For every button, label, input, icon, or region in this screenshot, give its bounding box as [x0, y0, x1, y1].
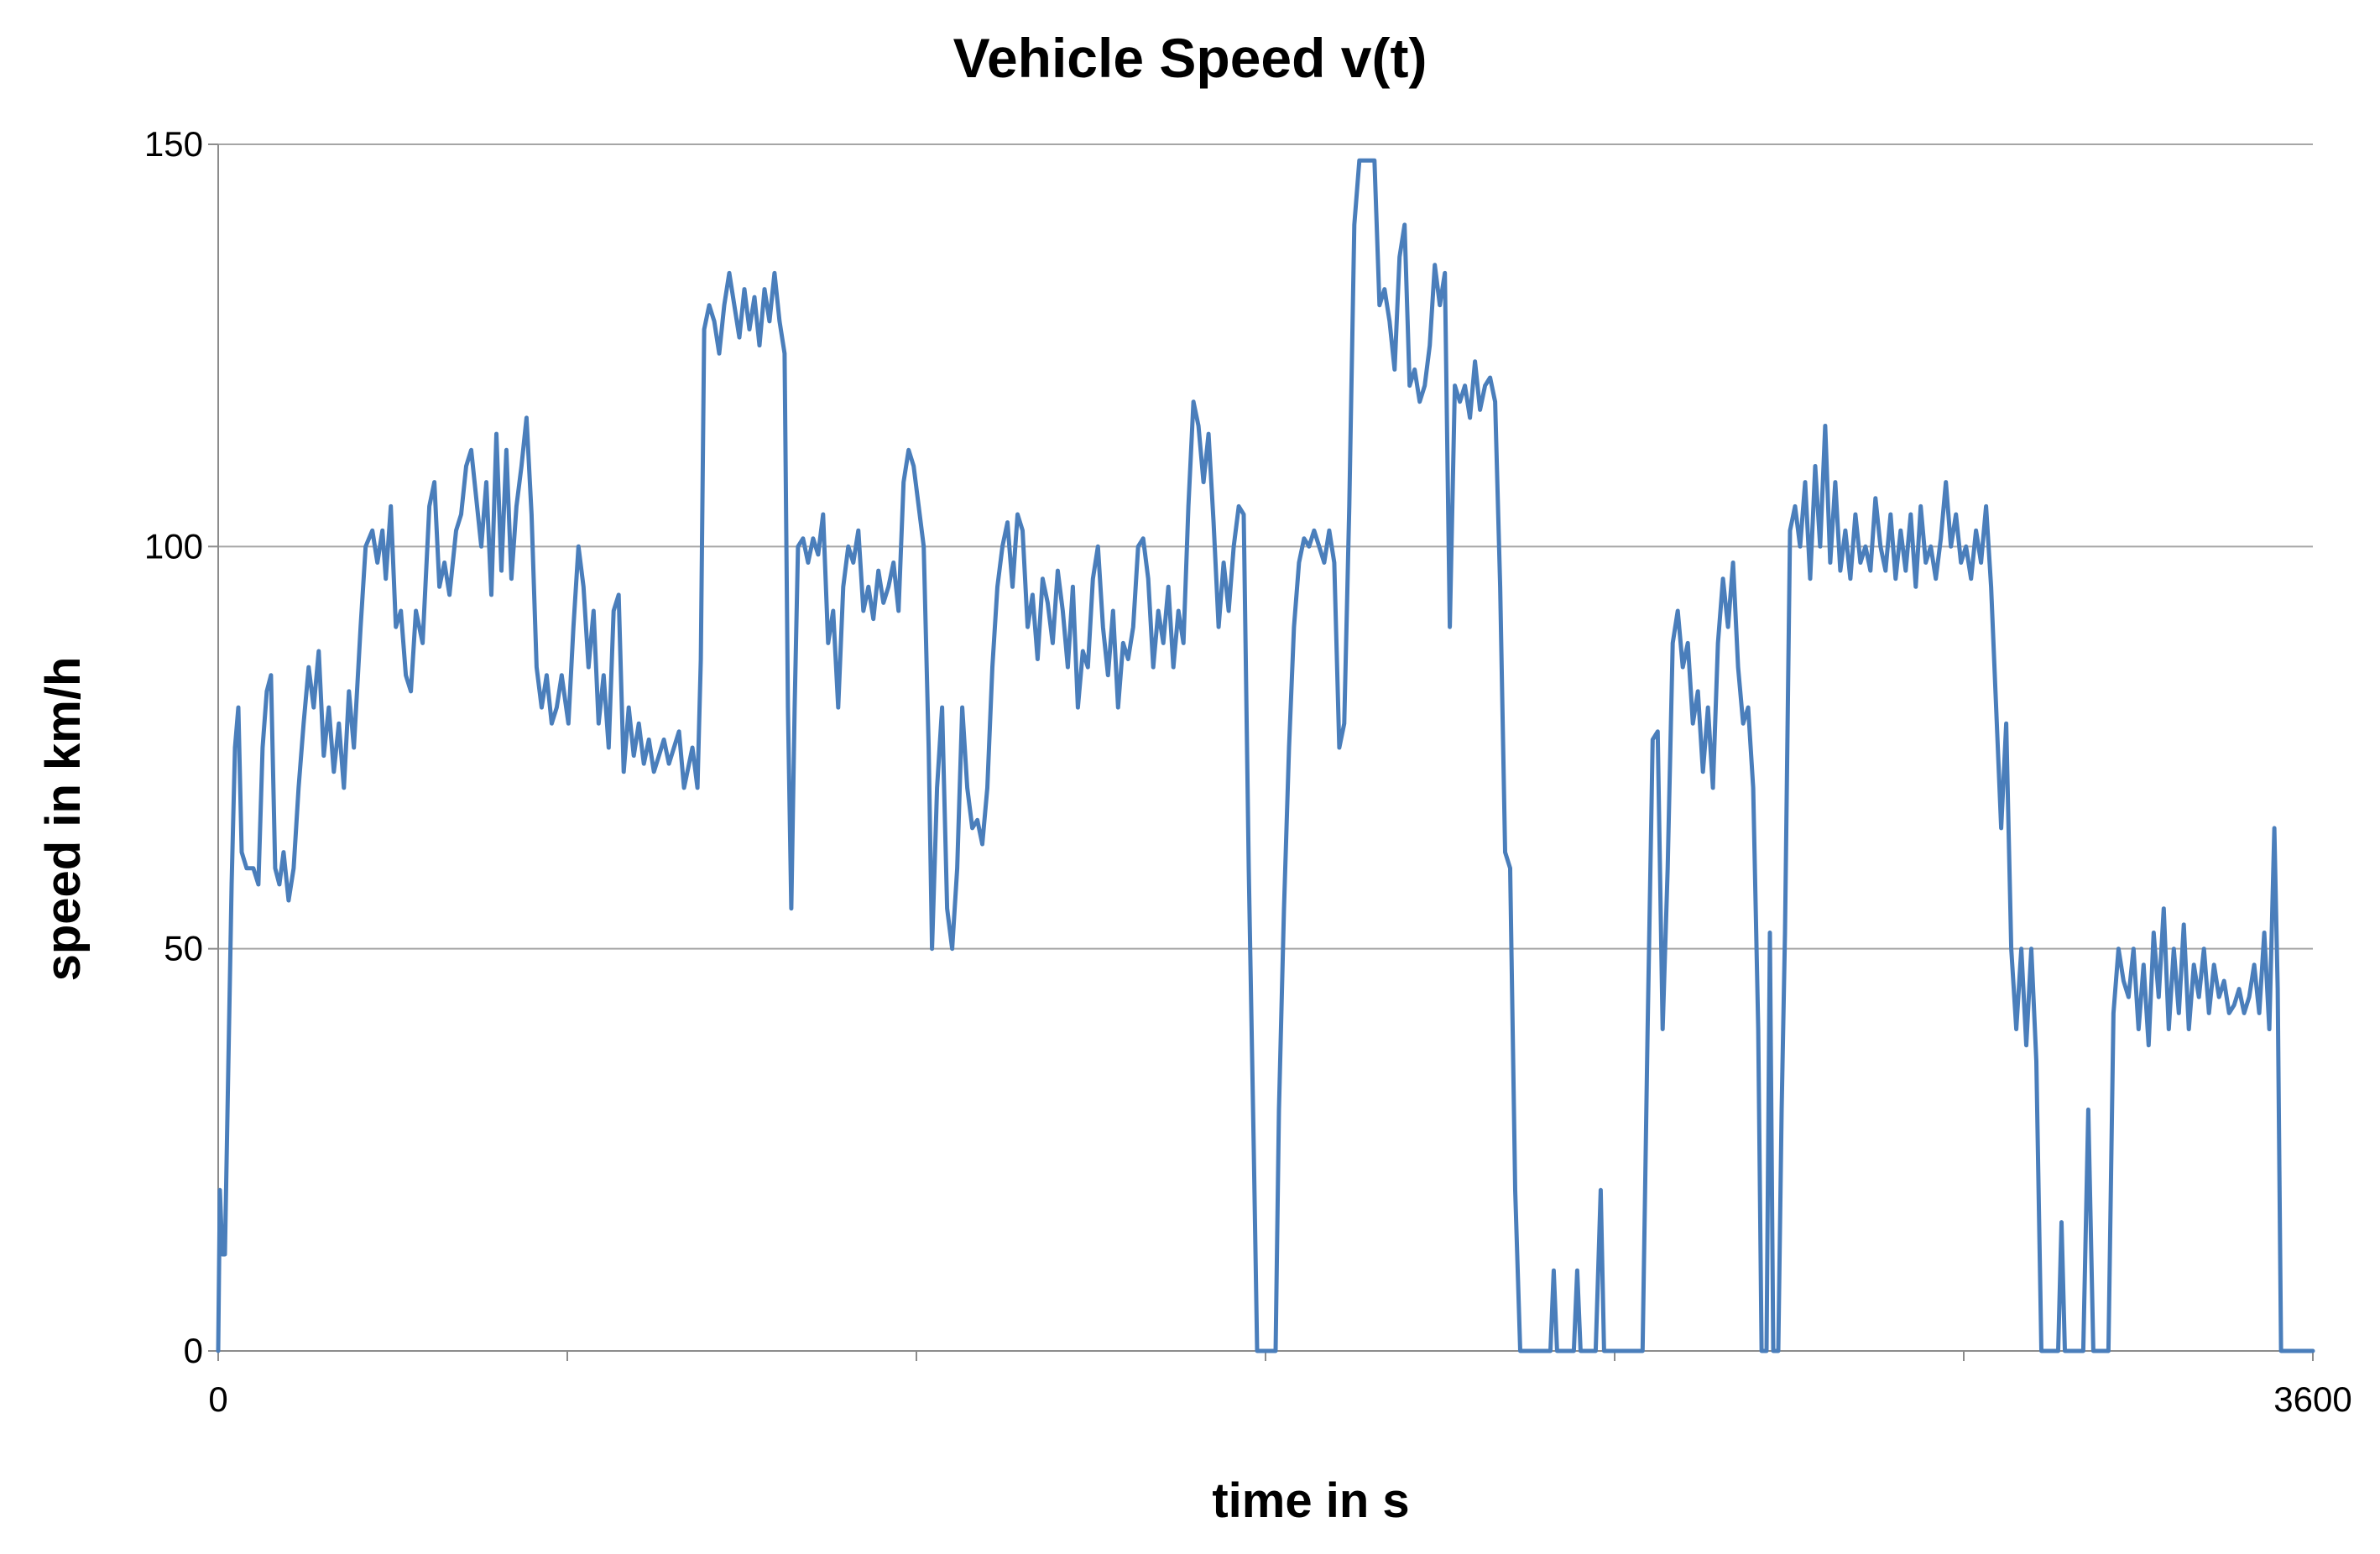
x-tick-labels: 0 3600	[208, 1379, 2351, 1419]
series-line-speed	[216, 158, 2315, 1353]
y-tick-label: 150	[144, 124, 203, 164]
gridlines	[218, 143, 2313, 950]
x-tick-label: 3600	[2273, 1379, 2351, 1419]
y-tick-label: 50	[164, 929, 203, 968]
chart-title: Vehicle Speed v(t)	[953, 27, 1427, 89]
y-axis-title: speed in km/h	[36, 657, 91, 982]
x-tick-label: 0	[208, 1379, 227, 1419]
y-tick-label: 100	[144, 526, 203, 566]
y-tick-label: 0	[184, 1331, 203, 1370]
x-axis-title: time in s	[1212, 1473, 1409, 1528]
y-tick-labels: 0 50 100 150	[144, 124, 203, 1370]
